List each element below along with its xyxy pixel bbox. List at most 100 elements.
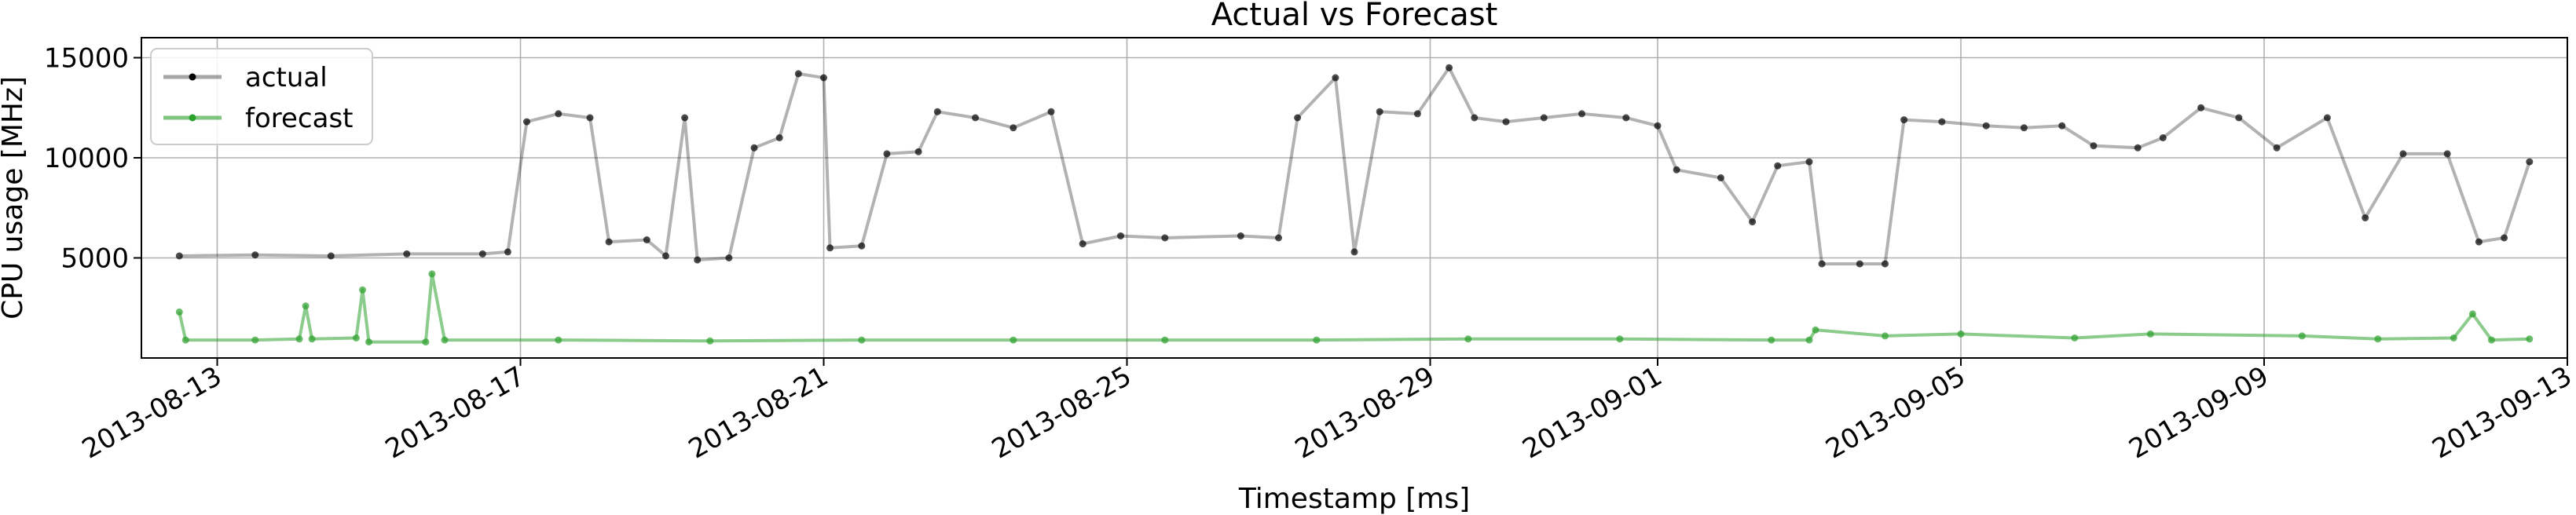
data-point xyxy=(681,114,689,122)
data-point xyxy=(365,338,372,346)
data-point xyxy=(504,248,511,256)
data-point xyxy=(2197,104,2205,111)
data-point xyxy=(175,308,183,316)
data-point xyxy=(1161,336,1169,344)
data-point xyxy=(1805,158,1813,166)
data-point xyxy=(1376,108,1383,115)
series-layer xyxy=(175,64,2534,346)
data-point xyxy=(2090,142,2098,150)
x-tick-label: 2013-09-09 xyxy=(2123,360,2274,465)
data-point xyxy=(1982,122,1990,130)
x-tick-label: 2013-08-13 xyxy=(77,360,227,465)
data-point xyxy=(1622,114,1630,122)
data-point xyxy=(1275,234,1282,242)
data-point xyxy=(175,252,183,260)
data-point xyxy=(1882,260,1889,268)
data-point xyxy=(1654,122,1662,130)
data-point xyxy=(858,242,866,250)
data-point xyxy=(1805,336,1813,344)
data-point xyxy=(2526,335,2534,343)
data-point xyxy=(1413,110,1421,118)
series-actual xyxy=(175,64,2534,268)
data-point xyxy=(2273,144,2281,152)
data-point xyxy=(2475,238,2483,246)
data-point xyxy=(422,338,430,346)
data-point xyxy=(2362,214,2369,221)
data-point xyxy=(1010,336,1017,344)
data-point xyxy=(1471,114,1479,122)
data-point xyxy=(1332,74,1339,82)
data-point xyxy=(555,336,562,344)
data-point xyxy=(1717,174,1724,181)
x-tick-label: 2013-08-21 xyxy=(683,360,834,465)
series-line-forecast xyxy=(178,272,2530,344)
grid xyxy=(141,38,2568,358)
chart-title: Actual vs Forecast xyxy=(1211,0,1498,33)
data-point xyxy=(1237,232,1244,239)
data-point xyxy=(1161,234,1169,242)
data-point xyxy=(914,148,922,155)
data-point xyxy=(694,256,702,264)
y-axis-label: CPU usage [MHz] xyxy=(0,76,29,320)
x-tick-label: 2013-08-29 xyxy=(1290,360,1440,465)
plot-frame xyxy=(141,37,2568,359)
data-point xyxy=(2443,150,2451,158)
data-point xyxy=(1882,332,1889,340)
legend-marker-actual xyxy=(189,73,196,81)
data-point xyxy=(972,114,979,122)
data-point xyxy=(2374,335,2382,343)
data-point xyxy=(2450,334,2457,342)
data-point xyxy=(775,134,783,141)
data-point xyxy=(858,336,866,344)
data-point xyxy=(441,336,449,344)
data-point xyxy=(308,335,316,343)
series-forecast xyxy=(175,270,2534,346)
data-point xyxy=(1856,260,1863,268)
data-point xyxy=(826,244,834,252)
legend-label-actual: actual xyxy=(245,62,328,93)
data-point xyxy=(1957,330,1965,338)
data-point xyxy=(706,337,714,345)
data-point xyxy=(251,336,259,344)
data-point xyxy=(2159,134,2167,141)
data-point xyxy=(750,144,758,152)
data-point xyxy=(1047,108,1055,115)
data-point xyxy=(794,70,802,78)
x-axis-label: Timestamp [ms] xyxy=(1238,483,1470,515)
data-point xyxy=(883,150,891,158)
y-axis: 5000 10000 15000 xyxy=(44,43,141,275)
data-point xyxy=(2235,114,2243,122)
data-point xyxy=(2468,310,2476,318)
data-point xyxy=(1673,166,1680,173)
data-point xyxy=(181,336,189,344)
data-point xyxy=(1774,162,1782,170)
data-point xyxy=(1812,326,1819,334)
data-point xyxy=(1578,110,1585,118)
data-point xyxy=(820,74,827,82)
data-point xyxy=(643,236,650,243)
data-point xyxy=(662,252,669,260)
data-point xyxy=(1446,64,1453,71)
data-point xyxy=(1010,124,1017,132)
data-point xyxy=(1900,116,1908,124)
x-tick-label: 2013-08-17 xyxy=(380,360,530,465)
data-point xyxy=(359,286,366,294)
data-point xyxy=(2399,150,2407,158)
data-point xyxy=(1294,114,1302,122)
data-point xyxy=(725,254,733,261)
data-point xyxy=(1079,240,1086,248)
data-point xyxy=(1502,118,1510,126)
x-axis: 2013-08-13 2013-08-17 2013-08-21 2013-08-25… xyxy=(77,358,2576,466)
data-point xyxy=(327,252,335,260)
data-point xyxy=(428,270,436,278)
data-point xyxy=(2298,332,2306,340)
series-line-actual xyxy=(179,66,2531,266)
y-tick-label: 5000 xyxy=(60,243,129,275)
data-point xyxy=(295,335,303,343)
data-point xyxy=(403,250,411,258)
data-point xyxy=(1768,336,1775,344)
legend-label-forecast: forecast xyxy=(245,103,354,134)
data-point xyxy=(2146,330,2154,338)
y-tick-label: 15000 xyxy=(44,43,129,75)
